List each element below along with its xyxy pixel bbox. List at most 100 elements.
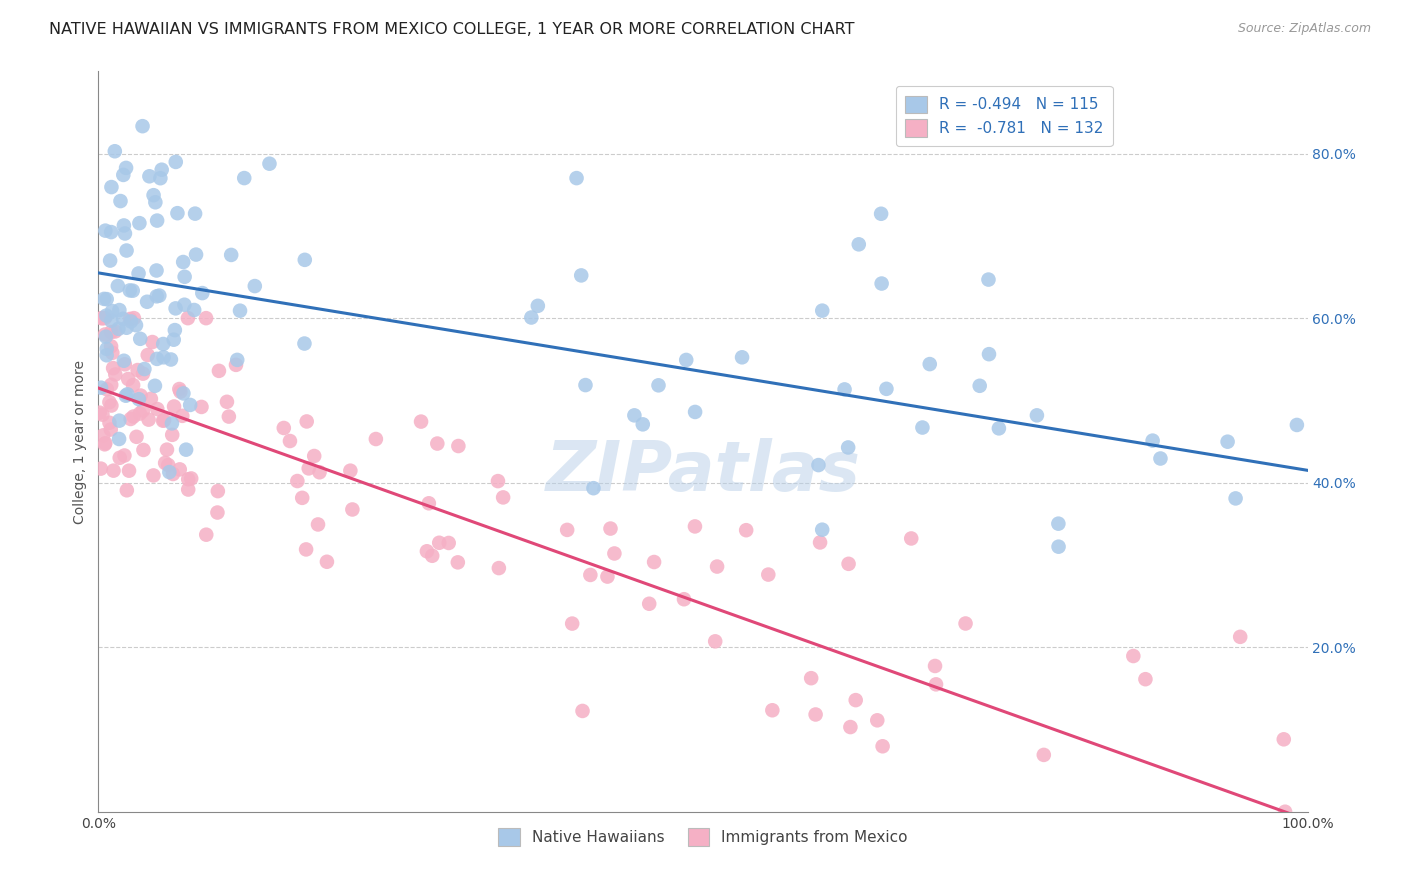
Point	[96, 342, 118, 356]
Point	[1274, 805, 1296, 819]
Point	[118, 284, 141, 298]
Point	[872, 739, 894, 754]
Point	[150, 162, 173, 177]
Point	[104, 325, 127, 339]
Point	[298, 461, 321, 475]
Point	[870, 207, 893, 221]
Point	[163, 400, 186, 414]
Y-axis label: College, 1 year or more: College, 1 year or more	[73, 359, 87, 524]
Point	[125, 318, 148, 333]
Point	[1272, 732, 1295, 747]
Point	[427, 535, 450, 549]
Point	[98, 395, 121, 409]
Point	[160, 352, 183, 367]
Point	[704, 634, 727, 648]
Point	[138, 412, 160, 426]
Point	[149, 171, 172, 186]
Point	[925, 677, 948, 691]
Point	[294, 336, 316, 351]
Point	[177, 472, 200, 486]
Point	[225, 358, 247, 372]
Point	[98, 253, 121, 268]
Point	[100, 399, 122, 413]
Point	[418, 496, 440, 510]
Point	[115, 161, 138, 175]
Point	[579, 568, 602, 582]
Point	[918, 357, 941, 371]
Point	[89, 406, 111, 420]
Point	[108, 303, 131, 318]
Point	[683, 405, 706, 419]
Point	[96, 382, 118, 396]
Point	[173, 298, 195, 312]
Point	[582, 481, 605, 495]
Point	[955, 616, 977, 631]
Point	[122, 378, 145, 392]
Point	[409, 415, 432, 429]
Point	[115, 320, 138, 334]
Point	[226, 352, 249, 367]
Point	[285, 474, 308, 488]
Point	[108, 432, 131, 446]
Point	[492, 491, 515, 505]
Point	[215, 394, 238, 409]
Point	[166, 206, 188, 220]
Point	[146, 213, 169, 227]
Point	[163, 333, 186, 347]
Point	[623, 409, 645, 423]
Point	[90, 461, 112, 475]
Point	[145, 289, 167, 303]
Point	[94, 327, 117, 342]
Point	[638, 597, 661, 611]
Point	[117, 387, 139, 401]
Point	[804, 707, 827, 722]
Point	[811, 523, 834, 537]
Point	[218, 409, 240, 424]
Point	[165, 155, 187, 169]
Point	[90, 311, 112, 326]
Point	[870, 277, 893, 291]
Point	[1225, 491, 1247, 506]
Point	[100, 314, 122, 328]
Point	[848, 237, 870, 252]
Point	[229, 303, 252, 318]
Point	[118, 464, 141, 478]
Point	[131, 119, 153, 133]
Point	[174, 442, 197, 457]
Legend: Native Hawaiians, Immigrants from Mexico: Native Hawaiians, Immigrants from Mexico	[492, 822, 914, 852]
Point	[142, 188, 165, 202]
Point	[837, 441, 859, 455]
Point	[1047, 540, 1070, 554]
Text: Source: ZipAtlas.com: Source: ZipAtlas.com	[1237, 22, 1371, 36]
Point	[807, 458, 830, 472]
Point	[731, 351, 754, 365]
Point	[143, 379, 166, 393]
Point	[339, 464, 361, 478]
Point	[172, 386, 194, 401]
Point	[152, 414, 174, 428]
Point	[101, 304, 124, 318]
Point	[565, 171, 588, 186]
Point	[184, 247, 207, 261]
Point	[571, 704, 593, 718]
Point	[420, 549, 443, 563]
Point	[114, 389, 136, 403]
Point	[561, 616, 583, 631]
Point	[132, 403, 155, 417]
Point	[838, 557, 860, 571]
Point	[834, 383, 856, 397]
Point	[195, 527, 218, 541]
Point	[574, 378, 596, 392]
Point	[148, 288, 170, 302]
Point	[172, 255, 194, 269]
Point	[603, 546, 626, 560]
Point	[875, 382, 897, 396]
Point	[1047, 516, 1070, 531]
Point	[527, 299, 550, 313]
Point	[1122, 648, 1144, 663]
Point	[426, 436, 449, 450]
Point	[295, 414, 318, 428]
Point	[900, 532, 922, 546]
Point	[190, 400, 212, 414]
Point	[291, 491, 314, 505]
